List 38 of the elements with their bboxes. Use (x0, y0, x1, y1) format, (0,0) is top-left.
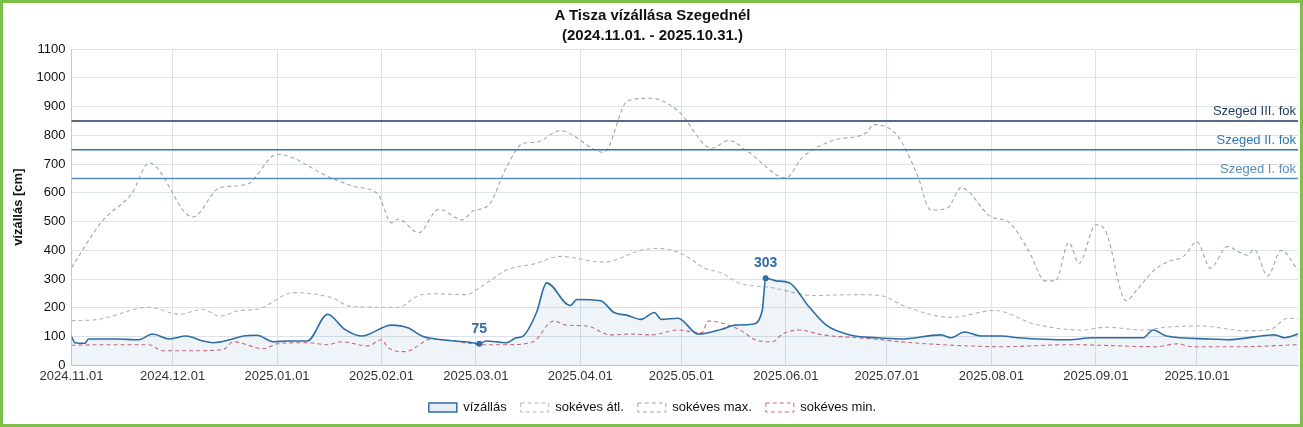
line-series (71, 247, 1298, 332)
ref-line-label: Szeged I. fok (1220, 160, 1297, 176)
ref-line-label: Szeged II. fok (1216, 131, 1297, 147)
y-tick-label: 600 (43, 184, 66, 200)
y-tick-label: 200 (43, 299, 66, 315)
x-tick-label: 2025.01.01 (244, 367, 310, 383)
x-tick-label: 2024.12.01 (140, 367, 206, 383)
y-tick-label: 1100 (37, 40, 66, 56)
x-tick-label: 2025.09.01 (1063, 367, 1129, 383)
chart-title: A Tisza vízállása Szegednél (554, 6, 751, 24)
x-tick-label: 2025.05.01 (648, 367, 714, 383)
annotation: 303 (753, 254, 778, 271)
legend-label: sokéves max. (672, 399, 752, 415)
legend-label: sokéves átl. (555, 399, 624, 415)
y-tick-label: 400 (43, 241, 66, 257)
y-tick-label: 500 (43, 213, 66, 229)
y-tick-label: 300 (43, 270, 66, 286)
y-tick-label: 900 (43, 98, 66, 114)
x-tick-label: 2025.04.01 (547, 367, 613, 383)
y-tick-label: 800 (43, 126, 66, 142)
x-tick-label: 2025.02.01 (348, 367, 415, 383)
x-tick-label: 2025.10.01 (1164, 367, 1230, 383)
line-series (71, 320, 1298, 353)
y-axis-title: vízállás [cm] (10, 168, 26, 246)
legend-label: vízállás (463, 399, 508, 415)
x-tick-label: 2025.06.01 (753, 367, 819, 383)
y-tick-label: 700 (43, 155, 66, 171)
y-tick-label: 0 (58, 356, 66, 372)
chart-subtitle: (2024.11.01. - 2025.10.31.) (562, 26, 743, 44)
annotation: 75 (471, 319, 488, 336)
line-series (71, 97, 1298, 302)
legend-label: sokéves min. (800, 399, 877, 415)
y-tick-label: 100 (43, 328, 66, 344)
x-tick-label: 2025.03.01 (443, 367, 509, 383)
y-tick-label: 1000 (36, 69, 66, 85)
x-tick-label: 2025.08.01 (958, 367, 1024, 383)
x-tick-label: 2025.07.01 (854, 367, 920, 383)
ref-line-label: Szeged III. fok (1212, 102, 1297, 118)
